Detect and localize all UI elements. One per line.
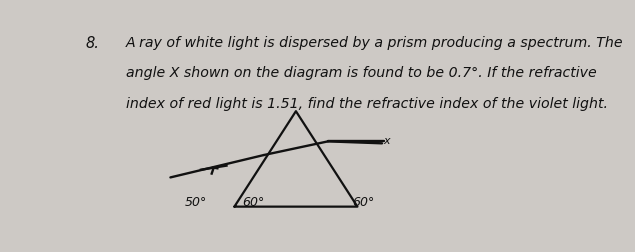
Text: index of red light is 1.51, find the refractive index of the violet light.: index of red light is 1.51, find the ref… [126, 96, 608, 110]
Text: 60°: 60° [352, 195, 375, 208]
Text: 8.: 8. [85, 36, 99, 51]
Text: A ray of white light is dispersed by a prism producing a spectrum. The: A ray of white light is dispersed by a p… [126, 36, 624, 50]
Text: 50°: 50° [185, 195, 207, 208]
Text: 60°: 60° [242, 195, 264, 208]
Text: x: x [383, 136, 390, 145]
Text: angle X shown on the diagram is found to be 0.7°. If the refractive: angle X shown on the diagram is found to… [126, 66, 597, 80]
